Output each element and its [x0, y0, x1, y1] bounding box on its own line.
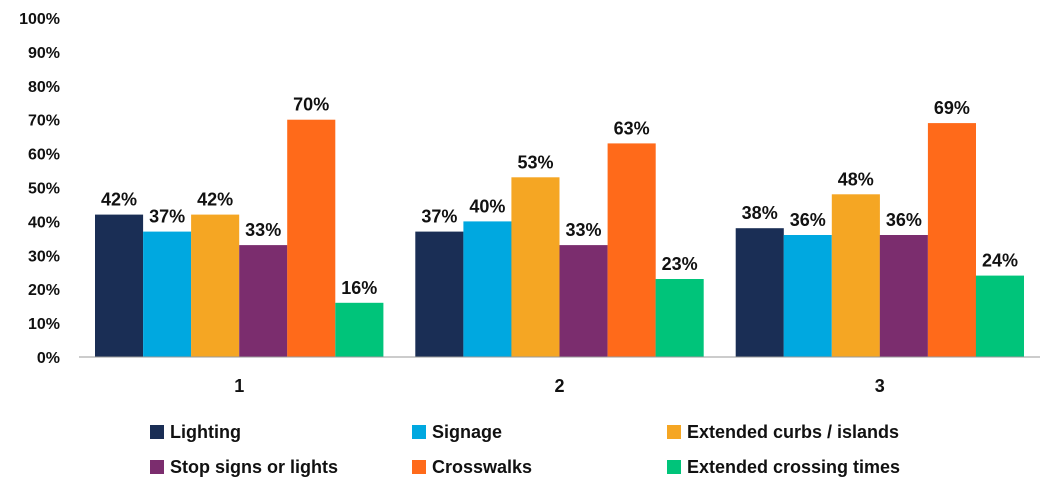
bar — [655, 279, 704, 357]
y-tick-label: 30% — [28, 248, 60, 265]
bar — [559, 245, 608, 357]
bar — [287, 119, 336, 357]
legend-label: Lighting — [170, 422, 241, 442]
bar — [415, 231, 464, 357]
x-tick-label: 3 — [875, 376, 885, 396]
data-label: 40% — [469, 196, 505, 216]
legend-label: Crosswalks — [432, 457, 532, 477]
data-label: 69% — [934, 98, 970, 118]
bar — [735, 228, 784, 357]
legend-item: Stop signs or lights — [150, 457, 338, 477]
data-label: 16% — [341, 278, 377, 298]
data-label: 33% — [565, 220, 601, 240]
legend-label: Extended crossing times — [687, 457, 900, 477]
y-axis: 0% 10% 20% 30% 40% 50% 60% 70% 80% 90% 100% — [19, 11, 60, 367]
y-tick-label: 10% — [28, 316, 60, 333]
y-tick-label: 0% — [37, 350, 60, 367]
data-label: 42% — [101, 190, 137, 210]
legend-swatch — [667, 460, 681, 474]
bar — [975, 275, 1024, 357]
legend-label: Extended curbs / islands — [687, 422, 899, 442]
y-tick-label: 80% — [28, 79, 60, 96]
y-tick-label: 40% — [28, 214, 60, 231]
bar — [927, 123, 976, 357]
bar — [879, 235, 928, 357]
bar — [783, 235, 832, 357]
bar — [239, 245, 288, 357]
data-label: 36% — [790, 210, 826, 230]
data-label: 63% — [614, 118, 650, 138]
legend-label: Stop signs or lights — [170, 457, 338, 477]
legend-item: Crosswalks — [412, 457, 532, 477]
bar — [191, 214, 240, 357]
y-tick-label: 60% — [28, 147, 60, 164]
legend-label: Signage — [432, 422, 502, 442]
bar — [335, 302, 384, 357]
bar — [831, 194, 880, 357]
bar — [95, 214, 144, 357]
data-label: 70% — [293, 95, 329, 115]
data-label: 38% — [742, 203, 778, 223]
y-tick-label: 20% — [28, 282, 60, 299]
data-label: 53% — [517, 152, 553, 172]
x-tick-label: 2 — [554, 376, 564, 396]
legend-swatch — [412, 460, 426, 474]
bar — [143, 231, 192, 357]
data-label: 36% — [886, 210, 922, 230]
data-label: 48% — [838, 169, 874, 189]
y-tick-label: 50% — [28, 181, 60, 198]
data-label: 42% — [197, 190, 233, 210]
data-label: 33% — [245, 220, 281, 240]
y-tick-label: 100% — [19, 11, 60, 28]
legend-swatch — [150, 460, 164, 474]
data-label: 23% — [662, 254, 698, 274]
y-tick-label: 90% — [28, 45, 60, 62]
bar — [511, 177, 560, 357]
legend-item: Extended crossing times — [667, 457, 900, 477]
data-label: 37% — [149, 207, 185, 227]
legend-swatch — [150, 425, 164, 439]
data-labels-group: 42% 37% 42% 33% 70% 16% 37% 40% 53% 33% 63% 23% 38% 3… — [101, 95, 1018, 298]
y-tick-label: 70% — [28, 113, 60, 130]
legend-item: Extended curbs / islands — [667, 422, 899, 442]
legend: Lighting Signage Extended curbs / islands S… — [150, 422, 900, 477]
legend-item: Lighting — [150, 422, 241, 442]
legend-swatch — [667, 425, 681, 439]
data-label: 37% — [421, 207, 457, 227]
legend-item: Signage — [412, 422, 502, 442]
x-tick-label: 1 — [234, 376, 244, 396]
legend-swatch — [412, 425, 426, 439]
bars-group — [95, 119, 1024, 357]
x-axis: 1 2 3 — [234, 376, 885, 396]
bar — [463, 221, 512, 357]
data-label: 24% — [982, 251, 1018, 271]
bar — [607, 143, 656, 357]
